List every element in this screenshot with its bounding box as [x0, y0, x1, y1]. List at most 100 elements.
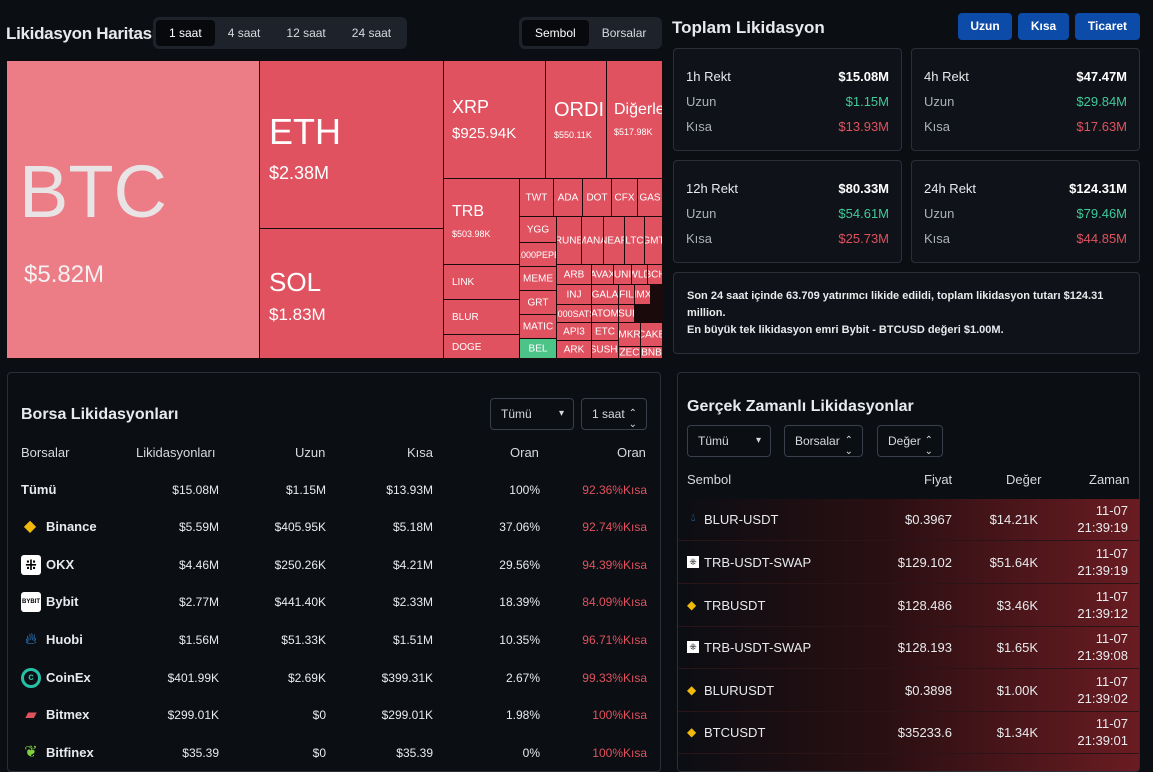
tile-twt[interactable]: TWT [520, 179, 554, 217]
exchange-filter-dropdown[interactable]: Tümü ▾ [490, 398, 574, 430]
bybit-icon: BYBIT [21, 592, 41, 612]
table-row[interactable]: ◆ TRBUSDT $128.486 $3.46K 11-07 21:39:12 [678, 585, 1139, 627]
tile-sushi[interactable]: SUSHI [592, 341, 619, 359]
col-short: Kısa [407, 445, 434, 460]
tile-sol[interactable]: SOL $1.83M [260, 229, 444, 359]
realtime-exchange-dropdown[interactable]: Borsalar ⌃ ⌄ [784, 425, 863, 457]
col-time: Zaman [1089, 472, 1130, 487]
tile-api3[interactable]: API3 [557, 323, 592, 341]
rt-date: 11-07 [1095, 631, 1128, 646]
tile-btc[interactable]: BTC $5.82M [7, 61, 260, 359]
tile-ordi-name: ORDI [554, 99, 604, 121]
exchange-time-dropdown[interactable]: 1 saat ⌃ ⌄ [581, 398, 647, 430]
tile-matic-name: MATIC [522, 321, 554, 332]
tile-ygg[interactable]: YGG [520, 217, 557, 243]
tile-1000pepe[interactable]: 1000PEPE [520, 243, 557, 267]
trade-button[interactable]: Ticaret [1075, 13, 1140, 40]
table-row[interactable]: ▰ Bitmex $299.01K $0 $299.01K 1.98% 100%… [8, 696, 662, 734]
tab-symbol[interactable]: Sembol [522, 20, 589, 46]
tile-etc[interactable]: ETC [592, 323, 619, 341]
tile-matic[interactable]: MATIC [520, 315, 557, 339]
table-row[interactable]: 💧︎ BLUR-USDT $0.3967 $14.21K 11-07 21:39… [678, 499, 1139, 541]
tab-exchanges[interactable]: Borsalar [601, 26, 647, 40]
tile-imx[interactable]: IMX [635, 285, 651, 305]
table-row[interactable]: ◆ BTCUSDT $35233.6 $1.34K 11-07 21:39:01 [678, 712, 1139, 754]
table-row[interactable]: ❦ Bitfinex $35.39 $0 $35.39 0% 100%Kısa [8, 734, 662, 772]
tile-others-name: Diğerleri [614, 101, 662, 118]
tile-gas[interactable]: GAS [638, 179, 663, 217]
rt-price: $128.486 [897, 598, 952, 613]
tile-etc-name: ETC [595, 326, 615, 337]
tile-bnb[interactable]: BNB [641, 347, 663, 359]
table-row[interactable]: ◆ BLURUSDT $0.3898 $1.00K 11-07 21:39:02 [678, 670, 1139, 712]
tab-1h[interactable]: 1 saat [156, 20, 215, 46]
okx-icon: ⁜ [687, 641, 699, 653]
table-row[interactable]: c CoinEx $401.99K $2.69K $399.31K 2.67% … [8, 659, 662, 697]
tile-doge[interactable]: DOGE [444, 335, 520, 359]
tile-bel-name: BEL [528, 343, 548, 354]
tile-avax[interactable]: AVAX [592, 265, 614, 285]
tile-link[interactable]: LINK [444, 265, 520, 300]
tile-cfx[interactable]: CFX [612, 179, 638, 217]
tile-mana[interactable]: MANA [582, 217, 604, 265]
table-row[interactable]: BYBIT Bybit $2.77M $441.40K $2.33M 18.39… [8, 583, 662, 621]
tile-zec[interactable]: ZEC [619, 347, 641, 359]
tile-others[interactable]: Diğerleri $517.98K [607, 61, 663, 179]
tab-24h[interactable]: 24 saat [351, 26, 392, 40]
realtime-filter-dropdown[interactable]: Tümü ▾ [687, 425, 771, 457]
stat-long-label: Uzun [924, 94, 955, 109]
tile-mkr[interactable]: MKR [619, 323, 641, 347]
tile-wld[interactable]: WLD [632, 265, 648, 285]
tile-bnb-name: BNB [641, 347, 662, 358]
table-row[interactable]: 🔥︎ Huobi $1.56M $51.33K $1.51M 10.35% 96… [8, 621, 662, 659]
tab-4h[interactable]: 4 saat [227, 26, 261, 40]
rt-symbol: BTCUSDT [704, 725, 766, 740]
table-row[interactable]: Tümü $15.08M $1.15M $13.93M 100% 92.36%K… [8, 471, 662, 509]
long-button[interactable]: Uzun [958, 13, 1012, 40]
exchange-long: $405.95K [274, 520, 326, 534]
tile-btc-value: $5.82M [24, 261, 105, 288]
tile-trb[interactable]: TRB $503.98K [444, 179, 520, 265]
tile-atom[interactable]: ATOM [592, 305, 619, 323]
rt-time: 21:39:02 [1077, 691, 1128, 706]
tile-gmt[interactable]: GMT [645, 217, 663, 265]
tile-near[interactable]: NEAR [604, 217, 625, 265]
tile-bel[interactable]: BEL [520, 339, 557, 359]
tile-inj[interactable]: INJ [557, 285, 592, 305]
tile-ada[interactable]: ADA [554, 179, 583, 217]
table-row[interactable]: ⁜ TRB-USDT-SWAP $128.193 $1.65K 11-07 21… [678, 627, 1139, 669]
tile-sui[interactable]: SUI [619, 305, 635, 323]
tile-trb-value: $503.98K [452, 229, 491, 239]
tile-uni[interactable]: UNI [614, 265, 632, 285]
tile-ltc[interactable]: LTC [625, 217, 645, 265]
tile-gala[interactable]: GALA [592, 285, 619, 305]
exchange-short-ratio: 100%Kısa [592, 708, 647, 722]
exchange-ratio: 18.39% [499, 595, 540, 609]
exchange-liq: $4.46M [178, 558, 219, 572]
tile-bch[interactable]: BCH [648, 265, 663, 285]
tile-fil[interactable]: FIL [619, 285, 635, 305]
table-row[interactable]: ⁜ OKX $4.46M $250.26K $4.21M 29.56% 94.3… [8, 546, 662, 584]
realtime-value-dropdown[interactable]: Değer ⌃ ⌄ [877, 425, 943, 457]
binance-icon: ◆ [687, 683, 697, 697]
tile-xrp-name: XRP [452, 97, 490, 117]
table-row[interactable]: ◆ Binance $5.59M $405.95K $5.18M 37.06% … [8, 508, 662, 546]
rt-value: $51.64K [989, 555, 1038, 570]
tile-arb[interactable]: ARB [557, 265, 592, 285]
tile-xrp[interactable]: XRP $925.94K [444, 61, 546, 179]
tile-ark[interactable]: ARK [557, 341, 592, 359]
sort-arrows-icon: ⌃ ⌄ [924, 435, 933, 457]
tile-cake[interactable]: CAKE [641, 323, 663, 347]
col-liquidations: Likidasyonları [136, 445, 216, 460]
tile-dot[interactable]: DOT [583, 179, 612, 217]
tile-rune[interactable]: RUNE [557, 217, 582, 265]
tile-1000sats[interactable]: 1000SATS [557, 305, 592, 323]
table-row[interactable]: ⁜ TRB-USDT-SWAP $129.102 $51.64K 11-07 2… [678, 542, 1139, 584]
tab-12h[interactable]: 12 saat [286, 26, 326, 40]
tile-grt[interactable]: GRT [520, 291, 557, 315]
short-button[interactable]: Kısa [1018, 13, 1069, 40]
tile-meme[interactable]: MEME [520, 267, 557, 291]
tile-blur[interactable]: BLUR [444, 300, 520, 335]
tile-ordi[interactable]: ORDI $550.11K [546, 61, 607, 179]
tile-eth[interactable]: ETH $2.38M [260, 61, 444, 229]
